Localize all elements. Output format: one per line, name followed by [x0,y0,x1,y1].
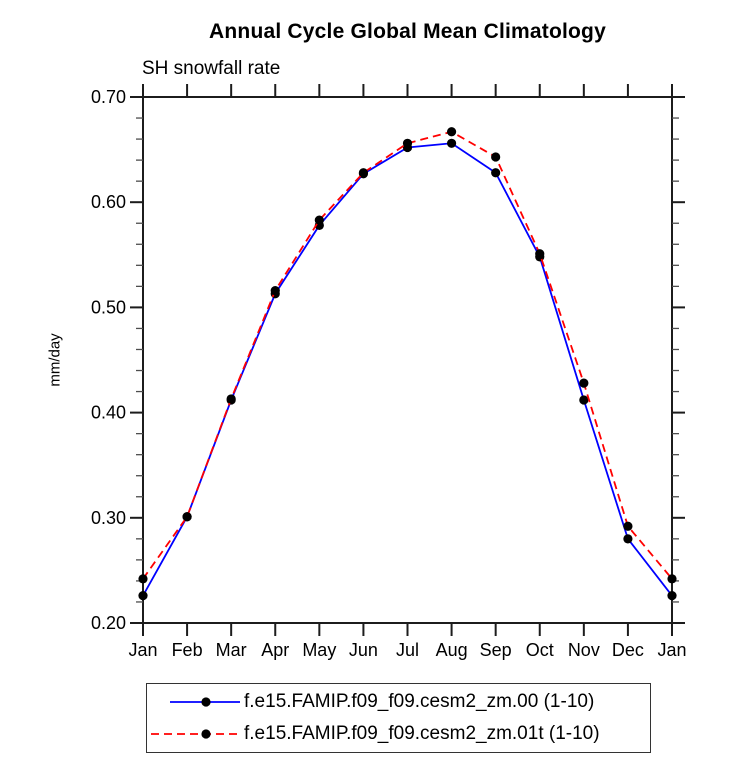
y-tick-label: 0.60 [91,192,126,212]
x-tick-label: Mar [216,640,247,660]
x-tick-label: Jan [128,640,157,660]
data-point [491,152,501,162]
data-point [579,378,589,388]
data-point [138,574,148,584]
data-point [446,127,457,137]
x-tick-label: Jan [657,640,686,660]
legend-item-series2: f.e15.FAMIP.f09_f09.cesm2_zm.01t (1-10) [147,721,650,747]
legend-item-series1: f.e15.FAMIP.f09_f09.cesm2_zm.00 (1-10) [147,689,650,715]
x-tick-label: Nov [568,640,600,660]
y-tick-label: 0.50 [91,297,126,317]
data-point [138,591,148,601]
chart-title: Annual Cycle Global Mean Climatology [209,20,606,43]
series2-line-sample-icon [151,729,240,739]
y-tick-label: 0.30 [91,508,126,528]
x-tick-label: May [302,640,336,660]
series-line-2 [142,130,673,580]
chart-subtitle: SH snowfall rate [142,58,281,79]
y-tick-label: 0.40 [91,403,126,423]
series1-sample-marker-icon [201,697,211,707]
data-point [314,215,324,225]
data-point [358,168,369,178]
series-line-1 [142,142,673,597]
y-tick-label: 0.70 [91,87,126,107]
x-tick-label: Aug [436,640,468,660]
legend-box: f.e15.FAMIP.f09_f09.cesm2_zm.00 (1-10) f… [146,683,651,753]
legend-label-series1: f.e15.FAMIP.f09_f09.cesm2_zm.00 (1-10) [244,691,595,713]
legend-label-series2: f.e15.FAMIP.f09_f09.cesm2_zm.01t (1-10) [244,722,600,744]
x-tick-label: Dec [612,640,644,660]
x-tick-label: Jun [349,640,378,660]
data-point [270,285,280,296]
data-point [491,168,501,178]
data-point [623,534,633,544]
data-point [226,394,236,404]
x-tick-label: Sep [480,640,512,660]
series1-line-sample-icon [170,697,240,707]
x-tick-label: Oct [526,640,554,660]
y-tick-label: 0.20 [91,613,126,633]
data-point [182,512,192,522]
series2-sample-marker-icon [201,729,211,739]
data-point [623,521,633,531]
x-tick-label: Jul [396,640,419,660]
data-point [667,574,677,584]
data-point [446,138,457,148]
data-point [402,138,413,148]
plot-frame [142,96,673,624]
data-point [579,395,589,405]
x-tick-label: Feb [172,640,203,660]
x-tick-label: Apr [261,640,289,660]
data-point [667,591,677,601]
data-point [535,249,545,259]
